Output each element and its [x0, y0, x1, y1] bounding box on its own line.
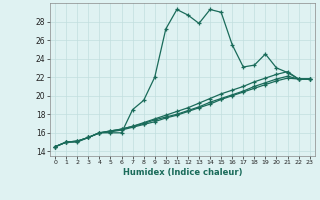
X-axis label: Humidex (Indice chaleur): Humidex (Indice chaleur)	[123, 168, 242, 177]
